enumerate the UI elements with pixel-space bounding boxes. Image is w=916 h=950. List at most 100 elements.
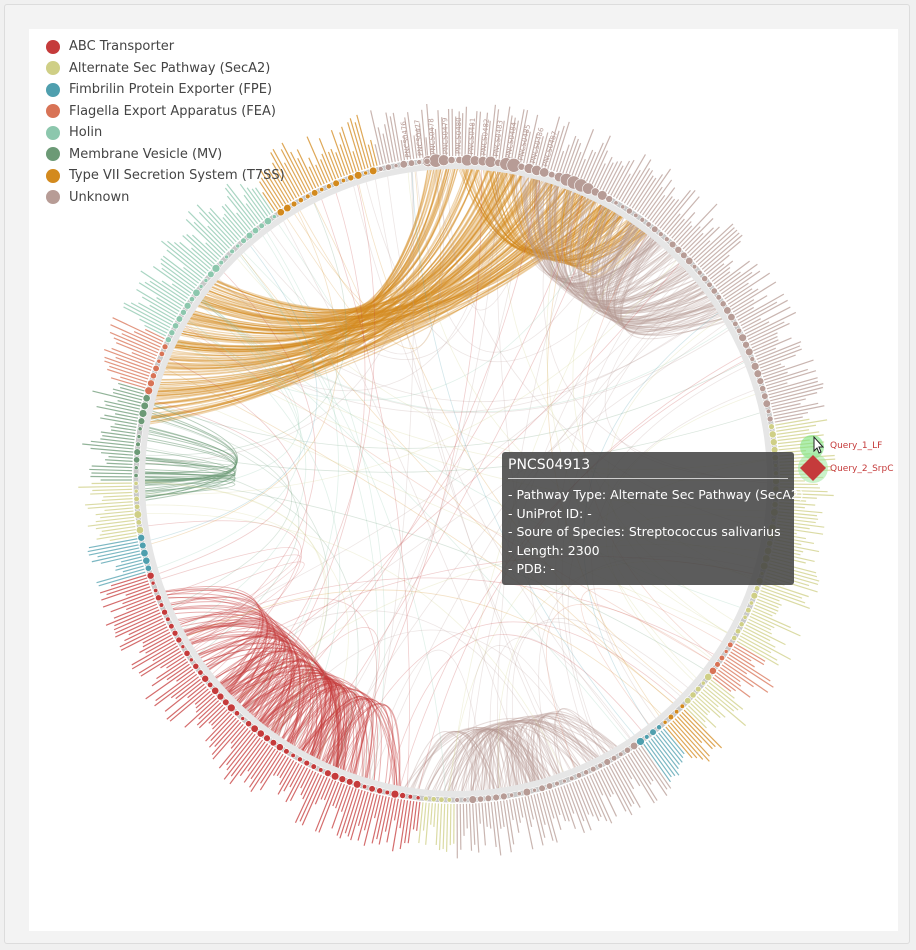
chord	[568, 189, 672, 294]
ring-label-tick	[367, 144, 375, 167]
ring-label-tick	[569, 783, 585, 822]
node-dot	[633, 212, 639, 218]
legend-item-t7ss[interactable]: Type VII Secretion System (T7SS)	[46, 165, 285, 187]
ring-label-tick	[194, 690, 211, 705]
node-dot	[133, 465, 139, 471]
ring-label-tick	[585, 142, 604, 184]
ring-label-tick	[246, 187, 269, 217]
legend-item-unknown[interactable]: Unknown	[46, 187, 285, 209]
chord	[592, 201, 719, 325]
chord	[270, 682, 340, 766]
ring-label-tick	[340, 786, 351, 812]
ring-label-tick	[113, 337, 158, 357]
chord	[482, 165, 607, 251]
chord	[553, 181, 634, 264]
chord	[170, 183, 567, 351]
ring-label-tick	[743, 306, 791, 332]
chord	[579, 200, 633, 271]
chord	[206, 176, 547, 314]
legend-item-abc[interactable]: ABC Transporter	[46, 36, 285, 58]
ring-label-tick	[761, 587, 806, 604]
chord	[505, 167, 626, 257]
ring-label-tick	[339, 144, 351, 174]
ring-label-tick	[769, 383, 824, 399]
chord	[592, 216, 663, 299]
legend-item-fea[interactable]: Flagella Export Apparatus (FEA)	[46, 101, 285, 123]
chord	[518, 170, 637, 261]
chord	[327, 166, 500, 770]
ring-label-tick	[330, 148, 343, 178]
ring-label-tick	[306, 136, 328, 183]
ring-label-tick	[465, 803, 468, 829]
node-dot	[271, 214, 277, 219]
legend-item-fpe[interactable]: Fimbrilin Protein Exporter (FPE)	[46, 79, 285, 101]
node-dot	[516, 791, 522, 797]
chord	[364, 177, 664, 363]
ring-label-tick	[764, 368, 808, 384]
chord	[585, 195, 725, 330]
chord	[580, 203, 626, 270]
ring-label-tick	[299, 774, 322, 822]
ring-label-tick	[391, 799, 403, 852]
legend-item-seca2[interactable]: Alternate Sec Pathway (SecA2)	[46, 58, 285, 80]
ring-label-tick	[198, 700, 220, 720]
ring-label-tick	[732, 299, 755, 313]
chord	[536, 174, 645, 266]
ring-label-tick	[103, 348, 153, 368]
chord	[179, 625, 323, 764]
ring-label-tick	[650, 738, 680, 776]
chord	[187, 598, 378, 781]
chord	[167, 605, 295, 744]
query-marker-2[interactable]	[798, 453, 828, 483]
chord	[247, 659, 303, 723]
chord	[578, 193, 701, 310]
node-dot	[133, 473, 139, 479]
ring-label-tick	[352, 151, 360, 172]
node-dot	[376, 787, 384, 795]
chord	[423, 720, 601, 795]
chord	[462, 719, 602, 797]
chord	[267, 674, 322, 746]
chord	[601, 220, 687, 310]
chord	[239, 658, 302, 727]
chord	[561, 184, 639, 267]
chord	[613, 223, 724, 335]
ring-label-tick	[736, 640, 779, 666]
chord	[139, 480, 326, 735]
ring-label-tick	[100, 553, 141, 564]
ring-label-tick	[551, 789, 561, 816]
ring-label-tick	[120, 376, 147, 386]
legend-item-holin[interactable]: Holin	[46, 122, 285, 144]
ring-label-tick	[357, 791, 369, 826]
chord	[460, 719, 603, 797]
ring-label-tick	[114, 413, 139, 419]
chord	[188, 169, 515, 329]
chord	[177, 179, 556, 340]
chord	[546, 179, 614, 258]
ring-label-tick	[151, 661, 189, 687]
chord	[149, 359, 749, 449]
chord	[482, 725, 560, 795]
chord	[605, 234, 672, 308]
chord	[196, 179, 555, 321]
chord	[550, 180, 659, 286]
chord	[590, 205, 689, 306]
chord	[286, 684, 340, 762]
chord	[469, 716, 612, 796]
ring-label-tick	[214, 719, 240, 747]
ring-label-tick	[126, 597, 155, 611]
ring-label-tick	[449, 803, 452, 846]
ring-label-tick	[363, 794, 378, 846]
legend-item-mv[interactable]: Membrane Vesicle (MV)	[46, 144, 285, 166]
chord	[510, 168, 636, 260]
ring-label-tick	[112, 317, 164, 343]
chord	[162, 166, 498, 367]
chord	[488, 165, 614, 253]
chord	[178, 166, 500, 391]
node-dot	[347, 174, 355, 182]
chord	[429, 720, 601, 796]
ring-label-tick	[741, 632, 791, 660]
ring-label-tick	[110, 429, 136, 435]
chord	[578, 200, 658, 292]
